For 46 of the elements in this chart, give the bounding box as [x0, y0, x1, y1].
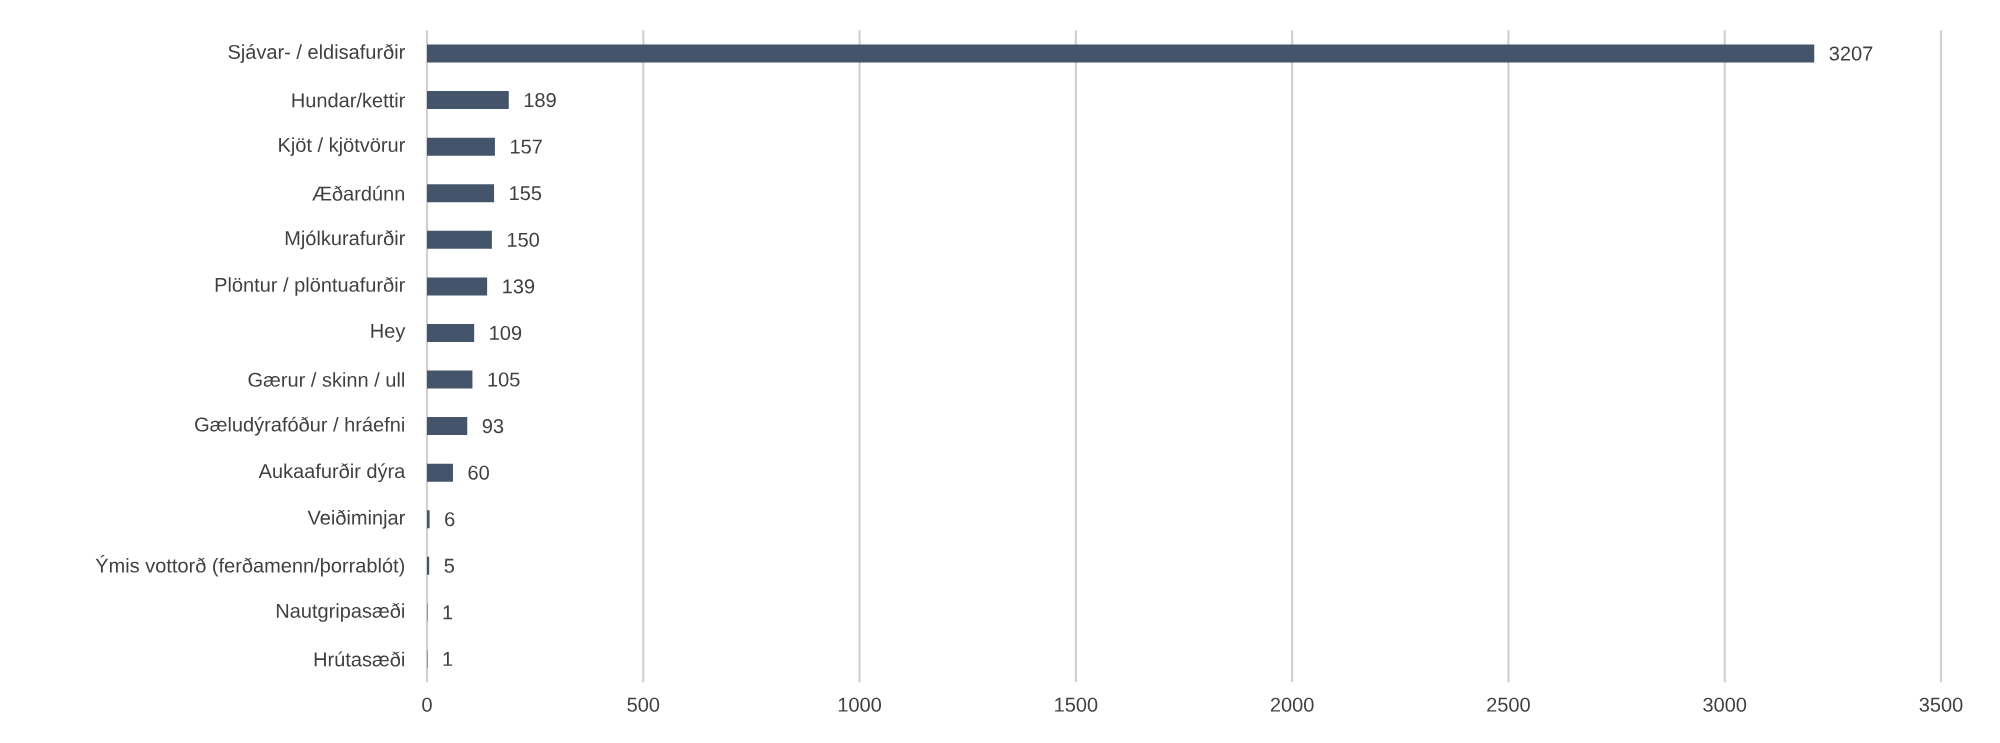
data-label: 109 — [490, 325, 522, 341]
data-label: 5 — [444, 558, 455, 573]
data-label: 60 — [468, 465, 489, 480]
bar — [427, 463, 453, 482]
x-tick-label: 2000 — [1270, 697, 1314, 712]
y-tick-label: Sjávar- / eldisafurðir — [228, 44, 405, 63]
data-label: 1 — [443, 652, 453, 666]
data-label: 93 — [482, 419, 504, 434]
data-label: 189 — [524, 93, 556, 108]
y-tick-label: Kjöt / kjötvörur — [279, 137, 405, 156]
x-tick-label: 1000 — [838, 697, 882, 712]
data-label: 155 — [510, 186, 542, 201]
bar — [427, 323, 475, 342]
x-tick-label: 500 — [627, 697, 660, 712]
data-label: 6 — [445, 512, 455, 527]
data-label: 3207 — [1829, 46, 1873, 61]
y-tick-label: Gæludýrafóður / hráefni — [195, 416, 404, 436]
y-tick-label: Æðardúnn — [312, 185, 405, 201]
bar — [427, 370, 473, 389]
data-label: 150 — [507, 232, 540, 247]
y-tick-label: Ýmis vottorð (ferðamenn/þorrablót) — [95, 555, 405, 577]
y-tick-label: Mjólkurafurðir — [285, 230, 405, 250]
bar — [427, 44, 1815, 63]
bar — [427, 184, 495, 203]
y-tick-label: Aukaafurðir dýra — [258, 463, 406, 483]
bar — [427, 417, 468, 436]
y-tick-label: Hundar/kettir — [292, 92, 405, 108]
y-tick-label: Hey — [371, 324, 406, 342]
x-tick-label: 3000 — [1703, 697, 1747, 712]
y-tick-label: Hrútasæði — [314, 651, 404, 667]
y-tick-label: Nautgripasæði — [276, 602, 404, 622]
bar — [427, 137, 495, 156]
data-label: 139 — [503, 279, 535, 294]
bar — [427, 277, 488, 296]
x-tick-label: 3500 — [1919, 697, 1963, 712]
data-label: 105 — [488, 372, 520, 387]
y-tick-label: Veiðiminjar — [307, 509, 405, 529]
x-tick-label: 1500 — [1055, 697, 1098, 712]
bar — [427, 91, 509, 110]
x-tick-label: 2500 — [1487, 697, 1530, 712]
x-tick-label: 0 — [422, 697, 432, 712]
y-tick-label: Gærur / skinn / ull — [248, 372, 404, 387]
bar — [427, 230, 492, 249]
data-label: 1 — [443, 605, 453, 620]
y-tick-label: Plöntur / plöntuafurðir — [215, 276, 405, 296]
data-label: 157 — [511, 139, 542, 154]
